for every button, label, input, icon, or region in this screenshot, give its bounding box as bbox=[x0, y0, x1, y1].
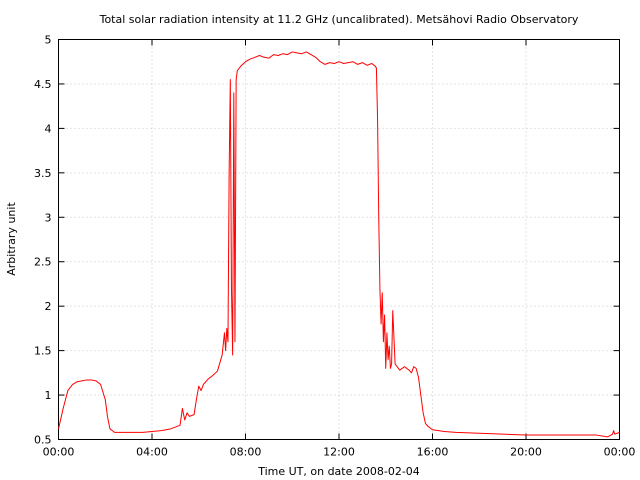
y-tick-label: 2 bbox=[45, 300, 52, 313]
chart-title: Total solar radiation intensity at 11.2 … bbox=[99, 13, 579, 26]
y-tick-label: 4 bbox=[45, 122, 52, 135]
y-tick-label: 1 bbox=[45, 389, 52, 402]
y-tick-label: 1.5 bbox=[34, 345, 52, 358]
x-tick-label: 08:00 bbox=[230, 446, 262, 459]
x-axis-label: Time UT, on date 2008-02-04 bbox=[257, 465, 420, 478]
x-tick-label: 16:00 bbox=[417, 446, 449, 459]
x-tick-label: 20:00 bbox=[510, 446, 542, 459]
x-tick-label: 12:00 bbox=[323, 446, 355, 459]
y-tick-label: 3 bbox=[45, 211, 52, 224]
series-group bbox=[58, 51, 620, 438]
y-tick-label: 0.5 bbox=[34, 434, 52, 447]
grid bbox=[58, 39, 620, 440]
x-tick-label: 04:00 bbox=[136, 446, 168, 459]
y-tick-label: 5 bbox=[45, 34, 52, 47]
ticks: 00:00 04:00 08:00 12:00 16:00 20:00 00:000.511… bbox=[34, 34, 635, 459]
y-axis-label: Arbitrary unit bbox=[5, 202, 18, 276]
x-tick-label: 00:00 bbox=[604, 446, 636, 459]
y-tick-label: 2.5 bbox=[34, 256, 52, 269]
y-tick-label: 3.5 bbox=[34, 167, 52, 180]
series-line bbox=[58, 51, 620, 438]
y-tick-label: 4.5 bbox=[34, 78, 52, 91]
x-tick-label: 00:00 bbox=[43, 446, 75, 459]
